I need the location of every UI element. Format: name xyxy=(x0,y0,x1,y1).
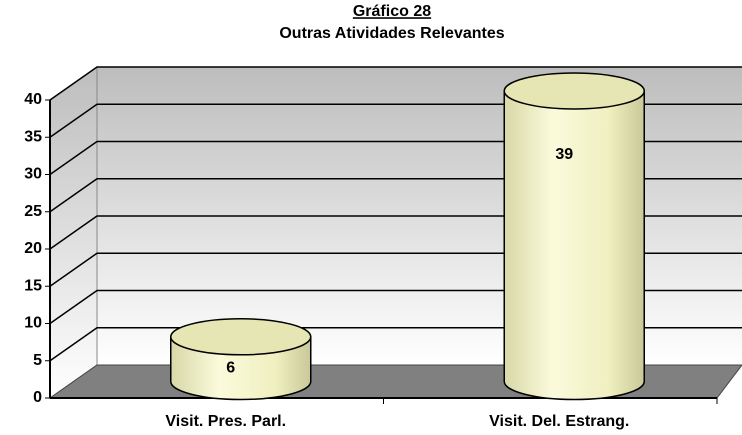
y-tick-label: 15 xyxy=(24,277,42,294)
y-tick-label: 20 xyxy=(24,240,42,257)
x-tick-label: Visit. Del. Estrang. xyxy=(489,413,629,430)
chart-subtitle: Outras Atividades Relevantes xyxy=(279,25,504,42)
y-tick-label: 30 xyxy=(24,166,42,183)
bar xyxy=(503,90,645,401)
grid-line xyxy=(49,66,742,101)
y-tick-label: 25 xyxy=(24,203,42,220)
chart-title: Gráfico 28 xyxy=(353,3,431,20)
data-label: 39 xyxy=(555,146,573,163)
data-label: 6 xyxy=(226,360,235,377)
y-tick-label: 10 xyxy=(24,315,42,332)
y-tick-label: 35 xyxy=(24,128,42,145)
bar-top xyxy=(503,72,645,110)
y-tick-label: 0 xyxy=(33,389,42,406)
x-tick-label: Visit. Pres. Parl. xyxy=(165,413,286,430)
y-tick-label: 5 xyxy=(33,352,42,369)
bar-top xyxy=(170,318,312,356)
y-tick-label: 40 xyxy=(24,91,42,108)
